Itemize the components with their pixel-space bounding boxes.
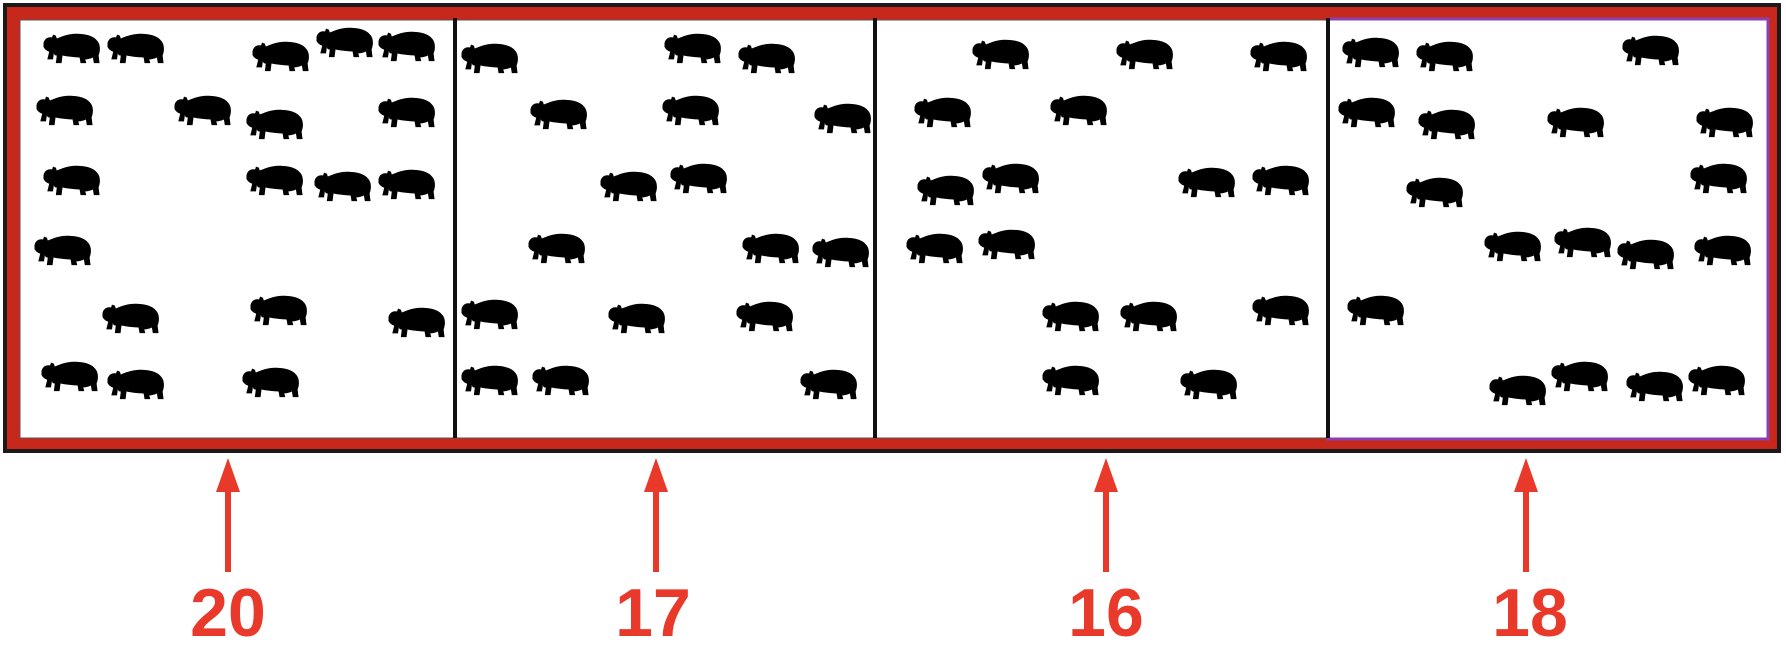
arrow-shaft [653,490,659,572]
panel-1-marker: 20 [190,458,266,651]
panel-4-marker: 18 [1492,458,1568,651]
arrow-up-icon [1094,458,1118,492]
arrow-up-icon [644,458,668,492]
panel-count-label: 20 [190,575,266,651]
panel-field [19,19,1769,439]
arrow-shaft [225,490,231,572]
arrow-shaft [1103,490,1109,572]
panel-count-label: 16 [1068,575,1144,651]
panel-3-marker: 16 [1068,458,1144,651]
arrow-shaft [1523,490,1529,572]
arrow-up-icon [216,458,240,492]
arrow-up-icon [1514,458,1538,492]
panel-2-marker: 17 [615,458,691,651]
panel-count-label: 17 [615,575,691,651]
panel-count-label: 18 [1492,575,1568,651]
